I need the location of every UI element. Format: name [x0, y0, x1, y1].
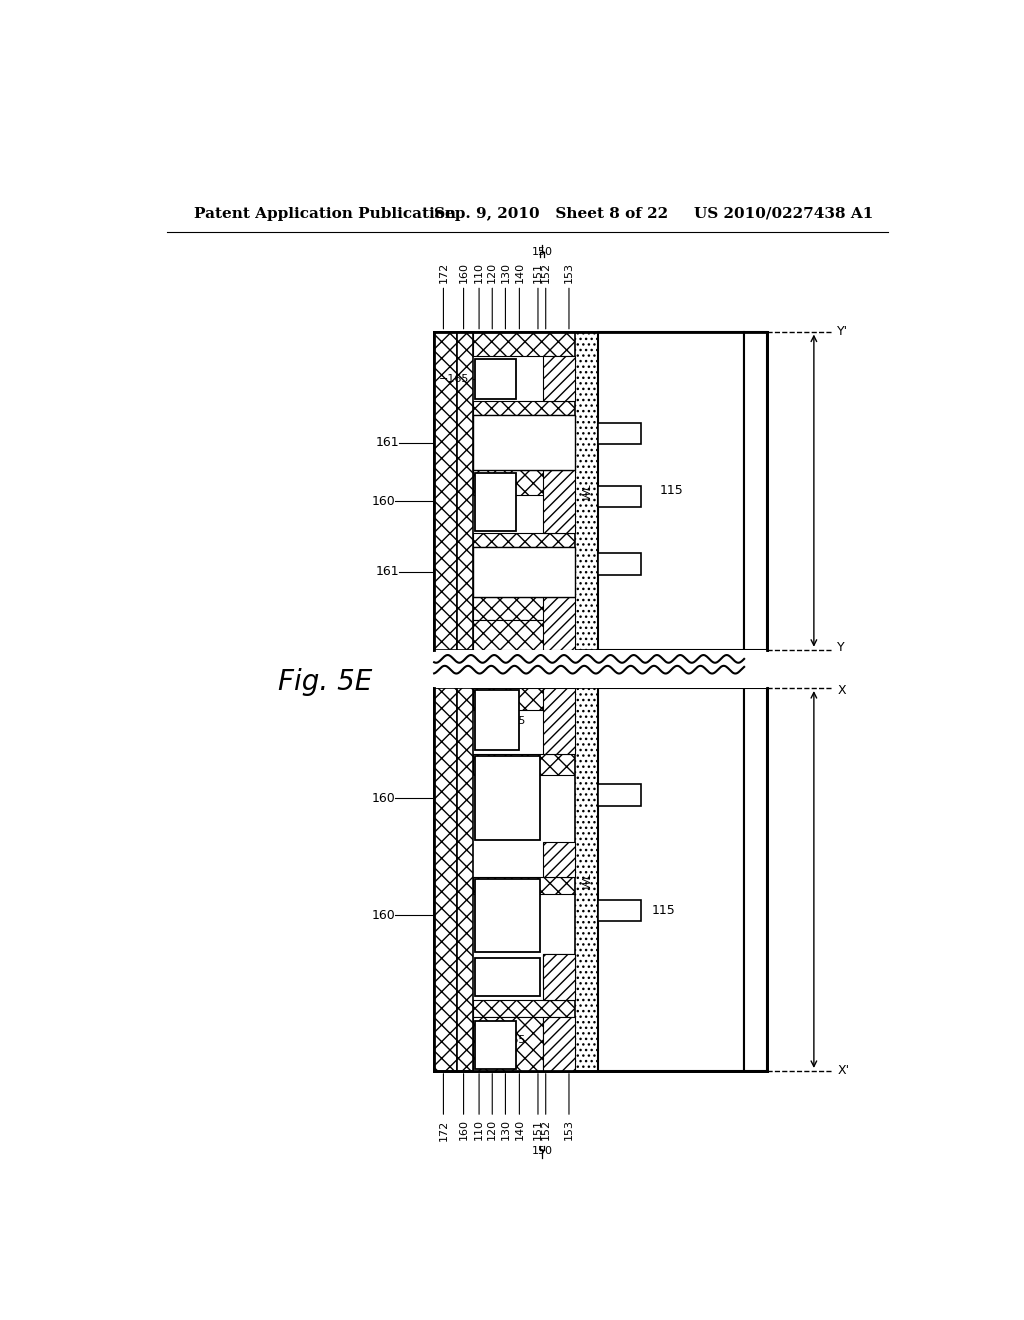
Text: 151: 151: [532, 263, 543, 284]
Text: 115: 115: [659, 484, 683, 498]
Text: 120: 120: [487, 261, 498, 284]
Bar: [543, 1016, 575, 1071]
Text: 152: 152: [541, 261, 551, 284]
Text: Sep. 9, 2010   Sheet 8 of 22: Sep. 9, 2010 Sheet 8 of 22: [434, 207, 669, 220]
Text: 153: 153: [564, 1119, 574, 1140]
Text: Y': Y': [838, 325, 848, 338]
Bar: [434, 688, 767, 1071]
Bar: [473, 470, 575, 495]
Bar: [598, 486, 641, 507]
Bar: [543, 597, 575, 649]
Text: X: X: [838, 684, 846, 697]
Text: 110: 110: [474, 263, 484, 284]
Text: 130: 130: [501, 1119, 510, 1140]
Bar: [475, 958, 541, 997]
Bar: [473, 414, 575, 470]
Bar: [598, 784, 641, 807]
Bar: [458, 331, 473, 649]
Text: 160: 160: [372, 908, 395, 921]
Bar: [598, 900, 641, 921]
Text: Fig. 5E: Fig. 5E: [279, 668, 373, 696]
Text: 150: 150: [531, 1146, 552, 1155]
Text: 110: 110: [474, 1119, 484, 1140]
Bar: [475, 473, 515, 531]
Bar: [473, 876, 575, 894]
Bar: [473, 620, 575, 649]
Text: 160: 160: [372, 495, 395, 508]
Bar: [458, 688, 473, 1071]
Bar: [543, 470, 575, 533]
Text: WL: WL: [582, 482, 592, 499]
Bar: [475, 359, 515, 399]
Bar: [473, 331, 575, 356]
Text: 160: 160: [372, 792, 395, 805]
Bar: [434, 688, 458, 1071]
Text: Y: Y: [838, 640, 845, 653]
Bar: [744, 688, 767, 1071]
Text: 160: 160: [459, 1119, 469, 1140]
Text: 120: 120: [487, 1119, 498, 1140]
Bar: [543, 842, 575, 876]
Text: 150: 150: [531, 247, 552, 257]
Bar: [744, 331, 767, 649]
Bar: [543, 356, 575, 401]
Bar: [434, 649, 767, 688]
Bar: [543, 954, 575, 985]
Bar: [473, 1016, 543, 1071]
Text: 160: 160: [459, 263, 469, 284]
Bar: [434, 331, 458, 649]
Bar: [598, 422, 641, 444]
Text: 172: 172: [438, 1119, 449, 1140]
Bar: [473, 688, 575, 1071]
Text: 115: 115: [651, 904, 676, 917]
Bar: [475, 879, 541, 952]
Text: 140: 140: [514, 1119, 524, 1140]
Bar: [473, 548, 575, 598]
Bar: [475, 690, 519, 750]
Bar: [473, 331, 575, 649]
Text: −165: −165: [496, 715, 526, 726]
Text: 151: 151: [532, 1119, 543, 1140]
Text: 130: 130: [501, 263, 510, 284]
Bar: [543, 954, 575, 1001]
Text: 153: 153: [564, 263, 574, 284]
Bar: [434, 331, 767, 649]
Text: X': X': [838, 1064, 849, 1077]
Text: 172: 172: [438, 261, 449, 284]
Bar: [475, 756, 541, 840]
Bar: [598, 553, 641, 576]
Text: −165: −165: [496, 1035, 526, 1045]
Text: 161: 161: [376, 436, 399, 449]
Bar: [473, 401, 575, 414]
Text: Patent Application Publication: Patent Application Publication: [194, 207, 456, 220]
Bar: [598, 331, 744, 649]
Bar: [543, 688, 575, 754]
Text: US 2010/0227438 A1: US 2010/0227438 A1: [693, 207, 873, 220]
Text: 140: 140: [514, 261, 524, 284]
Text: WL: WL: [582, 871, 592, 888]
Text: −165: −165: [438, 375, 469, 384]
Bar: [598, 688, 744, 1071]
Text: 152: 152: [541, 1119, 551, 1140]
Bar: [473, 597, 575, 620]
Text: 161: 161: [376, 565, 399, 578]
Bar: [475, 1020, 515, 1069]
Bar: [473, 754, 575, 775]
Bar: [575, 331, 598, 649]
Bar: [473, 533, 575, 548]
Bar: [575, 688, 598, 1071]
Text: 145: 145: [496, 972, 517, 982]
Bar: [473, 688, 575, 710]
Bar: [473, 1001, 575, 1016]
